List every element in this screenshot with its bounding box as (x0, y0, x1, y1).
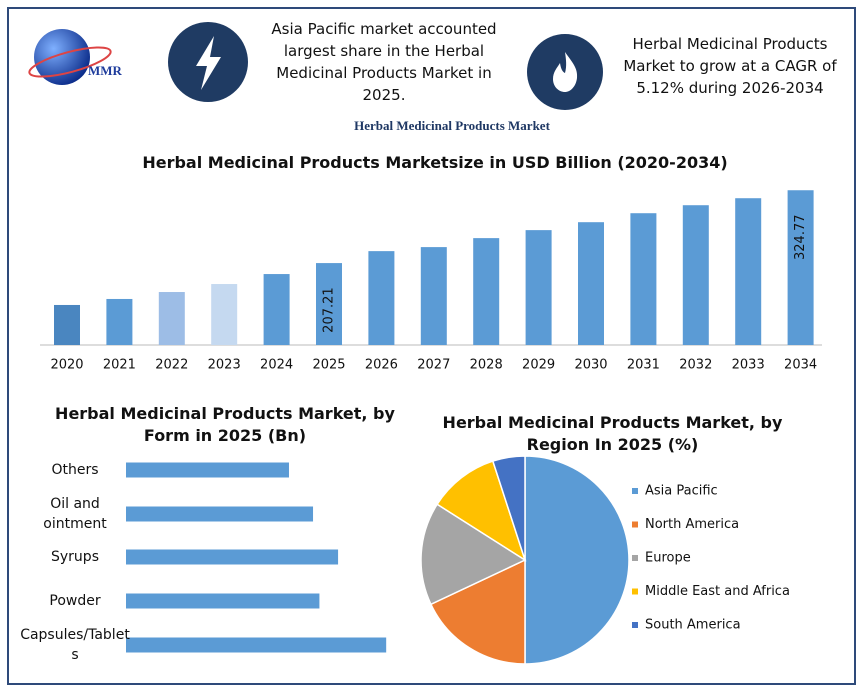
icon-bolt (196, 36, 221, 90)
legend-label: Asia Pacific (645, 484, 718, 499)
category-label: Capsules/Tablets (20, 627, 130, 663)
x-tick-label: 2025 (312, 358, 345, 373)
logo-text: MMR (88, 63, 123, 78)
legend-label: South America (645, 618, 741, 633)
x-tick-label: 2028 (470, 358, 503, 373)
x-tick-label: 2031 (627, 358, 660, 373)
bar (316, 263, 342, 345)
x-tick-label: 2033 (732, 358, 765, 373)
bar (106, 298, 133, 345)
chart-title: Herbal Medicinal Products Market, by For… (55, 404, 395, 445)
bar (126, 637, 387, 653)
x-tick-label: 2023 (208, 358, 241, 373)
bar (630, 213, 657, 345)
x-tick-label: 2034 (784, 358, 817, 373)
bar (126, 593, 320, 609)
main-title: Herbal Medicinal Products Market (354, 118, 550, 133)
chart-title: Herbal Medicinal Products Marketsize in … (142, 153, 728, 172)
legend-swatch (632, 555, 638, 561)
bar (735, 198, 762, 345)
pie-slice (491, 455, 526, 561)
bar (211, 284, 238, 345)
bar (158, 292, 185, 345)
legend-swatch (632, 622, 638, 628)
pie-slice (420, 503, 527, 606)
bar (473, 238, 500, 345)
bar (525, 230, 552, 345)
x-tick-label: 2021 (103, 358, 136, 373)
bar (126, 462, 289, 478)
bar (263, 274, 290, 345)
bar (578, 222, 604, 345)
x-tick-label: 2020 (50, 358, 83, 373)
pie-slice (436, 460, 527, 562)
pie-slice (524, 455, 630, 665)
legend-swatch (632, 488, 638, 494)
category-label: Powder (49, 593, 101, 609)
category-label: Syrups (51, 549, 99, 565)
data-label: 207.21 (322, 287, 337, 333)
legend-swatch (632, 588, 638, 595)
category-label: Oil and ointment (43, 496, 107, 532)
bar (126, 549, 339, 565)
x-tick-label: 2027 (417, 358, 450, 373)
stat-text: Herbal Medicinal Products Market to grow… (623, 35, 837, 97)
data-label: 324.77 (793, 214, 808, 259)
legend-label: North America (645, 517, 739, 532)
x-tick-label: 2032 (679, 358, 712, 373)
frame (7, 7, 856, 685)
bar (54, 304, 80, 345)
pie-slice (429, 558, 526, 665)
bar (682, 205, 709, 345)
chart-title: Herbal Medicinal Products Market, by Reg… (442, 413, 783, 454)
icon-flame (553, 52, 578, 92)
x-tick-label: 2029 (522, 358, 555, 373)
category-label: Others (51, 462, 99, 478)
legend-label: Middle East and Africa (645, 584, 790, 599)
legend-swatch (632, 521, 638, 528)
icon-flame-bg (527, 34, 603, 110)
x-tick-label: 2024 (260, 358, 293, 373)
bar (420, 247, 447, 345)
bar (126, 506, 314, 522)
x-tick-label: 2030 (574, 358, 607, 373)
x-tick-label: 2026 (365, 358, 398, 373)
legend-label: Europe (645, 551, 691, 566)
stat-text: Asia Pacific market accounted largest sh… (271, 20, 497, 104)
bar (368, 251, 395, 345)
logo-orbit (28, 46, 112, 78)
bar (787, 190, 814, 345)
x-tick-label: 2022 (155, 358, 188, 373)
